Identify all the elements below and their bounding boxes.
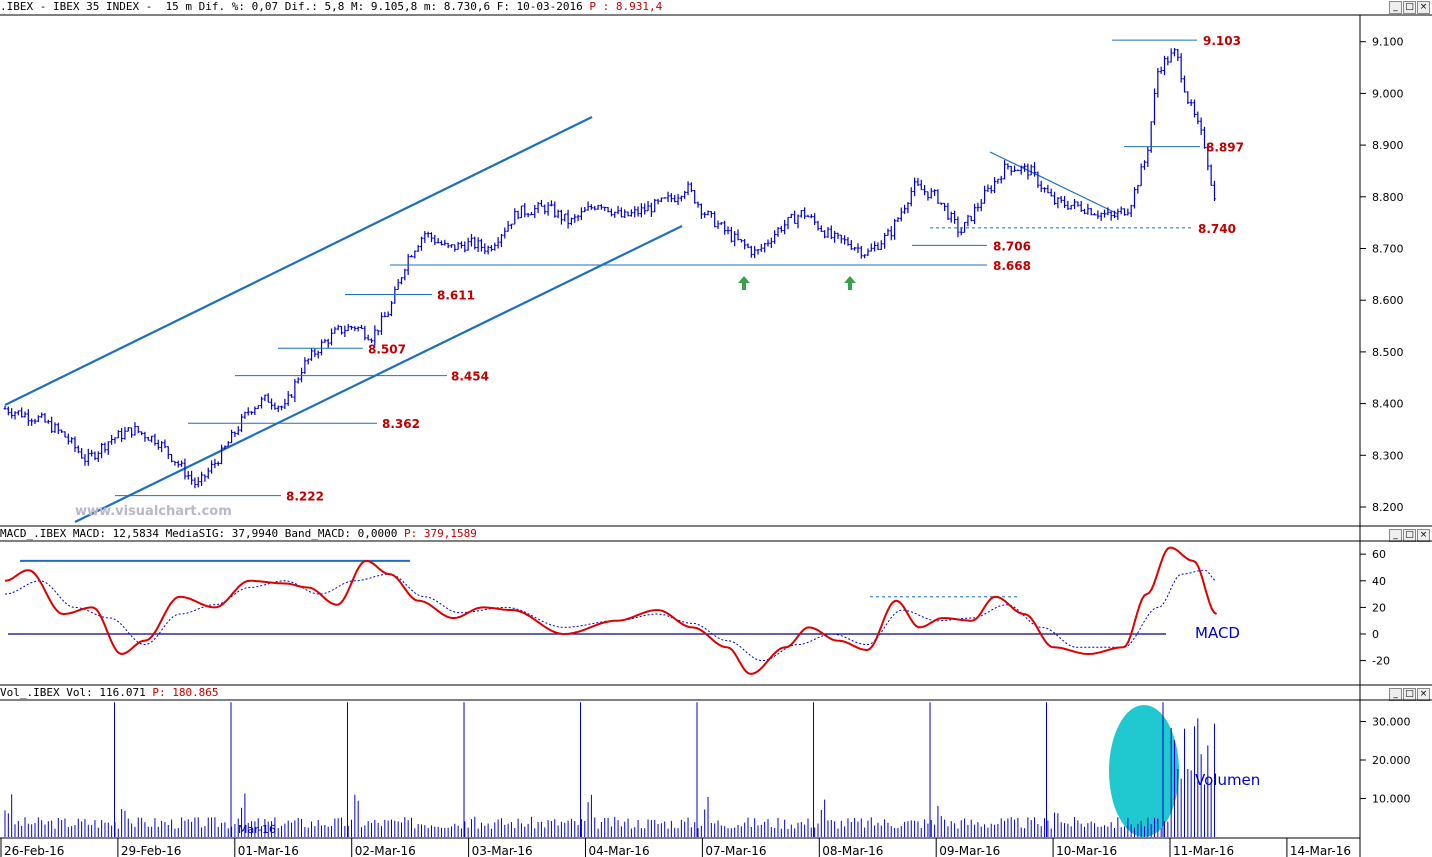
volume-header-p: P: 180.865: [152, 686, 219, 699]
price-ytick-label: 8.500: [1372, 346, 1404, 359]
level-label: 8.362: [382, 417, 420, 431]
x-tick-label: 01-Mar-16: [238, 844, 299, 857]
maximize-button[interactable]: □: [1403, 1, 1416, 14]
vol-ytick-label: 30.000: [1372, 716, 1411, 729]
volume-panel: 10.000 20.000 30.000: [4, 702, 1411, 837]
level-label: 8.507: [368, 342, 406, 356]
level-label: 8.706: [993, 239, 1031, 253]
price-ytick-label: 8.400: [1372, 398, 1404, 411]
level-label: 8.897: [1206, 141, 1244, 155]
channel-upper-line: [4, 116, 593, 406]
x-tick-label: 26-Feb-16: [4, 844, 64, 857]
macd-ytick-label: 60: [1372, 548, 1386, 561]
vol-ytick-label: 20.000: [1372, 754, 1411, 767]
up-arrow-icon: [844, 276, 856, 290]
price-ytick-label: 9.000: [1372, 87, 1404, 100]
price-ytick-label: 8.300: [1372, 449, 1404, 462]
price-ytick-label: 8.600: [1372, 294, 1404, 307]
volume-header: Vol_.IBEX Vol: 116.071 P: 180.865: [0, 686, 219, 700]
macd-ytick-label: 0: [1372, 628, 1379, 641]
volume-header-text: Vol_.IBEX Vol: 116.071: [0, 686, 153, 699]
level-label: 8.454: [451, 370, 489, 384]
volume-mid-label: Mar-16: [238, 823, 276, 836]
price-ytick-label: 8.200: [1372, 501, 1404, 514]
level-label: 8.222: [286, 490, 324, 504]
resistance-line: [989, 151, 1119, 215]
macd-header-text: MACD_.IBEX MACD: 12,5834 MediaSIG: 37,99…: [0, 527, 404, 540]
macd-label: MACD: [1195, 624, 1240, 642]
macd-panel: 60 40 20 0 -20: [4, 546, 1390, 675]
macd-signal-line: [4, 569, 1217, 662]
x-tick-label: 07-Mar-16: [705, 844, 766, 857]
price-header: .IBEX - IBEX 35 INDEX - 15 m Dif. %: 0,0…: [0, 0, 662, 14]
x-tick-label: 03-Mar-16: [472, 844, 533, 857]
channel-lower-line: [74, 225, 683, 523]
level-label: 8.611: [437, 289, 475, 303]
price-header-text: .IBEX - IBEX 35 INDEX - 15 m Dif. %: 0,0…: [0, 0, 590, 13]
x-tick-label: 02-Mar-16: [355, 844, 416, 857]
close-button[interactable]: ×: [1417, 1, 1430, 14]
price-panel: 8.200 8.300 8.400 8.500 8.600 8.700 8.800 8.900…: [3, 34, 1404, 523]
x-axis: 26-Feb-16 29-Feb-16 01-Mar-16 02-Mar-16 03-M…: [0, 838, 1351, 857]
macd-line: [4, 546, 1218, 675]
level-label: 8.668: [993, 259, 1031, 273]
volume-label: Volumen: [1195, 771, 1260, 789]
macd-maximize-button[interactable]: □: [1403, 529, 1416, 542]
x-tick-label: 09-Mar-16: [939, 844, 1000, 857]
x-tick-label: 14-Mar-16: [1290, 844, 1351, 857]
macd-ytick-label: 20: [1372, 601, 1386, 614]
minimize-button[interactable]: _: [1389, 1, 1402, 14]
price-ytick-label: 9.100: [1372, 36, 1404, 49]
price-header-p: P : 8.931,4: [589, 0, 663, 13]
price-ytick-label: 8.900: [1372, 139, 1404, 152]
level-label: 8.740: [1198, 222, 1236, 236]
x-tick-label: 04-Mar-16: [589, 844, 650, 857]
price-ytick-label: 8.800: [1372, 191, 1404, 204]
vol-minimize-button[interactable]: _: [1389, 688, 1402, 701]
x-tick-label: 08-Mar-16: [822, 844, 883, 857]
macd-ytick-label: -20: [1372, 655, 1390, 668]
vol-ytick-label: 10.000: [1372, 793, 1411, 806]
x-tick-label: 29-Feb-16: [121, 844, 181, 857]
volume-highlight: [1109, 705, 1179, 837]
macd-header-p: P: 379,1589: [403, 527, 477, 540]
up-arrow-icon: [738, 276, 750, 290]
watermark: www.visualchart.com: [75, 504, 232, 519]
macd-ytick-label: 40: [1372, 575, 1386, 588]
level-label: 9.103: [1203, 34, 1241, 48]
x-tick-label: 10-Mar-16: [1056, 844, 1117, 857]
x-tick-label: 11-Mar-16: [1173, 844, 1234, 857]
macd-header: MACD_.IBEX MACD: 12,5834 MediaSIG: 37,99…: [0, 527, 477, 541]
price-ytick-label: 8.700: [1372, 243, 1404, 256]
